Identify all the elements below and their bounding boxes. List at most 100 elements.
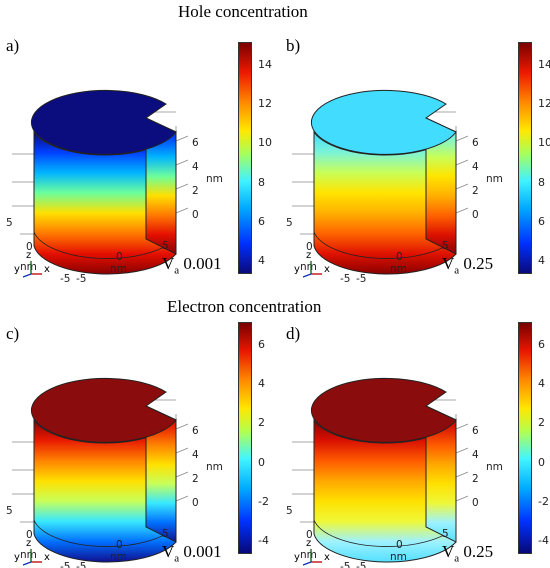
colorbar-tick: 6: [258, 338, 265, 351]
z-tick-0: 0: [192, 209, 199, 221]
cylinder-plot: 6 4 2 0 nm 5 0 nm -5 -5 0 nm 5: [286, 377, 503, 568]
y-unit: nm: [20, 261, 37, 273]
colorbar-tick: 10: [538, 136, 550, 150]
y-tick-0: 0: [306, 241, 313, 253]
contact-line: [313, 519, 457, 547]
cylinder-plot: 6 4 2 0 nm 5 0 nm -5 -5 0 nm 5: [6, 377, 223, 568]
panel-letter: c): [6, 324, 20, 343]
applied-voltage-label: Va 0.25: [442, 254, 494, 277]
triad-x: x: [44, 264, 50, 275]
x-tick-5: 5: [162, 240, 169, 252]
colorbar-tick: -2: [538, 494, 549, 508]
y-tick-0: 0: [306, 529, 313, 541]
electron-concentration-title: Electron concentration: [167, 297, 322, 316]
colorbar: [518, 322, 532, 554]
z-tick-4: 4: [472, 161, 479, 173]
triad-x: x: [324, 552, 330, 563]
z-tick-0: 0: [472, 209, 479, 221]
colorbar-tick: 6: [258, 214, 265, 228]
z-tick-2: 2: [472, 185, 479, 197]
x-tick-0: 0: [396, 539, 403, 551]
colorbar: [518, 42, 532, 274]
colorbar-tick: 4: [258, 377, 265, 391]
colorbar-tick: 8: [258, 175, 265, 189]
y-tick-5: 5: [6, 217, 13, 229]
triad-z: z: [26, 538, 32, 549]
cylinder-top: [310, 89, 457, 155]
colorbar-tick: 12: [258, 97, 272, 111]
applied-voltage-label: Va 0.001: [162, 254, 222, 277]
colorbar-tick: 4: [258, 254, 265, 267]
z-tick-0: 0: [472, 497, 479, 509]
triad-y: y: [294, 264, 300, 275]
y-tick-m5: -5: [340, 561, 350, 568]
panel-letter: b): [286, 36, 301, 55]
x-unit: nm: [390, 263, 407, 275]
z-tick-4: 4: [472, 449, 479, 461]
triad-y: y: [14, 264, 20, 275]
z-tick-2: 2: [472, 473, 479, 485]
triad-arrows-icon: [22, 261, 42, 278]
triad-x: x: [324, 264, 330, 275]
colorbar: [238, 42, 252, 274]
triad-x: x: [44, 552, 50, 563]
cylinder-top: [30, 377, 177, 443]
x-tick-0: 0: [116, 251, 123, 263]
colorbar-tick: 10: [258, 136, 272, 150]
z-tick-2: 2: [192, 473, 199, 485]
x-tick-m5: -5: [76, 561, 86, 568]
triad-z: z: [306, 250, 312, 261]
x-unit: nm: [110, 263, 127, 275]
colorbar-tick: 12: [538, 97, 550, 111]
x-tick-5: 5: [442, 528, 449, 540]
applied-voltage-label: Va 0.001: [162, 542, 222, 565]
z-tick-6: 6: [192, 425, 199, 437]
z-unit: nm: [486, 173, 503, 185]
colorbar-tick: 0: [258, 455, 265, 469]
y-tick-m5: -5: [60, 273, 70, 285]
y-tick-5: 5: [286, 505, 293, 517]
y-tick-0: 0: [26, 529, 33, 541]
colorbar-tick: -2: [258, 494, 269, 508]
z-tick-4: 4: [192, 449, 199, 461]
cylinder-plot: 6 4 2 0 nm 5 0 nm -5 -5 0 nm 5: [6, 89, 223, 285]
z-tick-4: 4: [192, 161, 199, 173]
y-unit: nm: [300, 549, 317, 561]
triad-arrows-icon: [302, 261, 322, 278]
y-unit: nm: [20, 549, 37, 561]
x-tick-5: 5: [162, 528, 169, 540]
contact-line: [313, 231, 457, 259]
cylinder-plot: 6 4 2 0 nm 5 0 nm -5 -5 0 nm 5: [286, 89, 503, 285]
colorbar-tick: 6: [538, 338, 545, 351]
colorbar-tick: 14: [538, 58, 550, 71]
colorbar-tick: 2: [258, 416, 265, 430]
colorbar-tick: -4: [258, 534, 269, 547]
y-tick-5: 5: [286, 217, 293, 229]
z-unit: nm: [206, 173, 223, 185]
z-unit: nm: [486, 461, 503, 473]
triad-z: z: [306, 538, 312, 549]
y-tick-0: 0: [26, 241, 33, 253]
colorbar-tick: 4: [538, 377, 545, 391]
triad-y: y: [294, 552, 300, 563]
colorbar: [238, 322, 252, 554]
triad-y: y: [14, 552, 20, 563]
applied-voltage-label: Va 0.25: [442, 542, 494, 565]
colorbar-tick: 0: [538, 455, 545, 469]
x-tick-m5: -5: [356, 273, 366, 285]
colorbar-tick: 6: [538, 214, 545, 228]
z-tick-6: 6: [192, 137, 199, 149]
panel-letter: a): [6, 36, 20, 55]
x-tick-m5: -5: [356, 561, 366, 568]
z-tick-6: 6: [472, 425, 479, 437]
hole-concentration-title: Hole concentration: [178, 2, 308, 21]
colorbar-tick: -4: [538, 534, 549, 547]
panel-letter: d): [286, 324, 301, 343]
cylinder-top: [310, 377, 457, 443]
x-unit: nm: [390, 551, 407, 563]
z-tick-6: 6: [472, 137, 479, 149]
y-tick-m5: -5: [60, 561, 70, 568]
x-tick-5: 5: [442, 240, 449, 252]
z-tick-0: 0: [192, 497, 199, 509]
colorbar-tick: 8: [538, 175, 545, 189]
